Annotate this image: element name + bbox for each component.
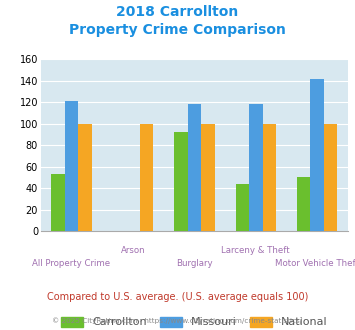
- Bar: [310, 79, 324, 231]
- Bar: [249, 104, 263, 231]
- Text: Motor Vehicle Theft: Motor Vehicle Theft: [275, 259, 355, 268]
- Bar: [140, 124, 153, 231]
- Text: Compared to U.S. average. (U.S. average equals 100): Compared to U.S. average. (U.S. average …: [47, 292, 308, 302]
- Bar: [65, 101, 78, 231]
- Text: All Property Crime: All Property Crime: [32, 259, 111, 268]
- Bar: [78, 124, 92, 231]
- Bar: [324, 124, 338, 231]
- Bar: [187, 104, 201, 231]
- Text: 2018 Carrollton: 2018 Carrollton: [116, 5, 239, 19]
- Bar: [174, 132, 187, 231]
- Bar: [263, 124, 276, 231]
- Bar: [235, 184, 249, 231]
- Bar: [51, 174, 65, 231]
- Text: © 2025 CityRating.com - https://www.cityrating.com/crime-statistics/: © 2025 CityRating.com - https://www.city…: [53, 317, 302, 324]
- Text: Burglary: Burglary: [176, 259, 213, 268]
- Legend: Carrollton, Missouri, National: Carrollton, Missouri, National: [56, 312, 332, 330]
- Bar: [201, 124, 215, 231]
- Text: Property Crime Comparison: Property Crime Comparison: [69, 23, 286, 37]
- Text: Arson: Arson: [121, 246, 145, 255]
- Bar: [297, 178, 310, 231]
- Text: Larceny & Theft: Larceny & Theft: [222, 246, 290, 255]
